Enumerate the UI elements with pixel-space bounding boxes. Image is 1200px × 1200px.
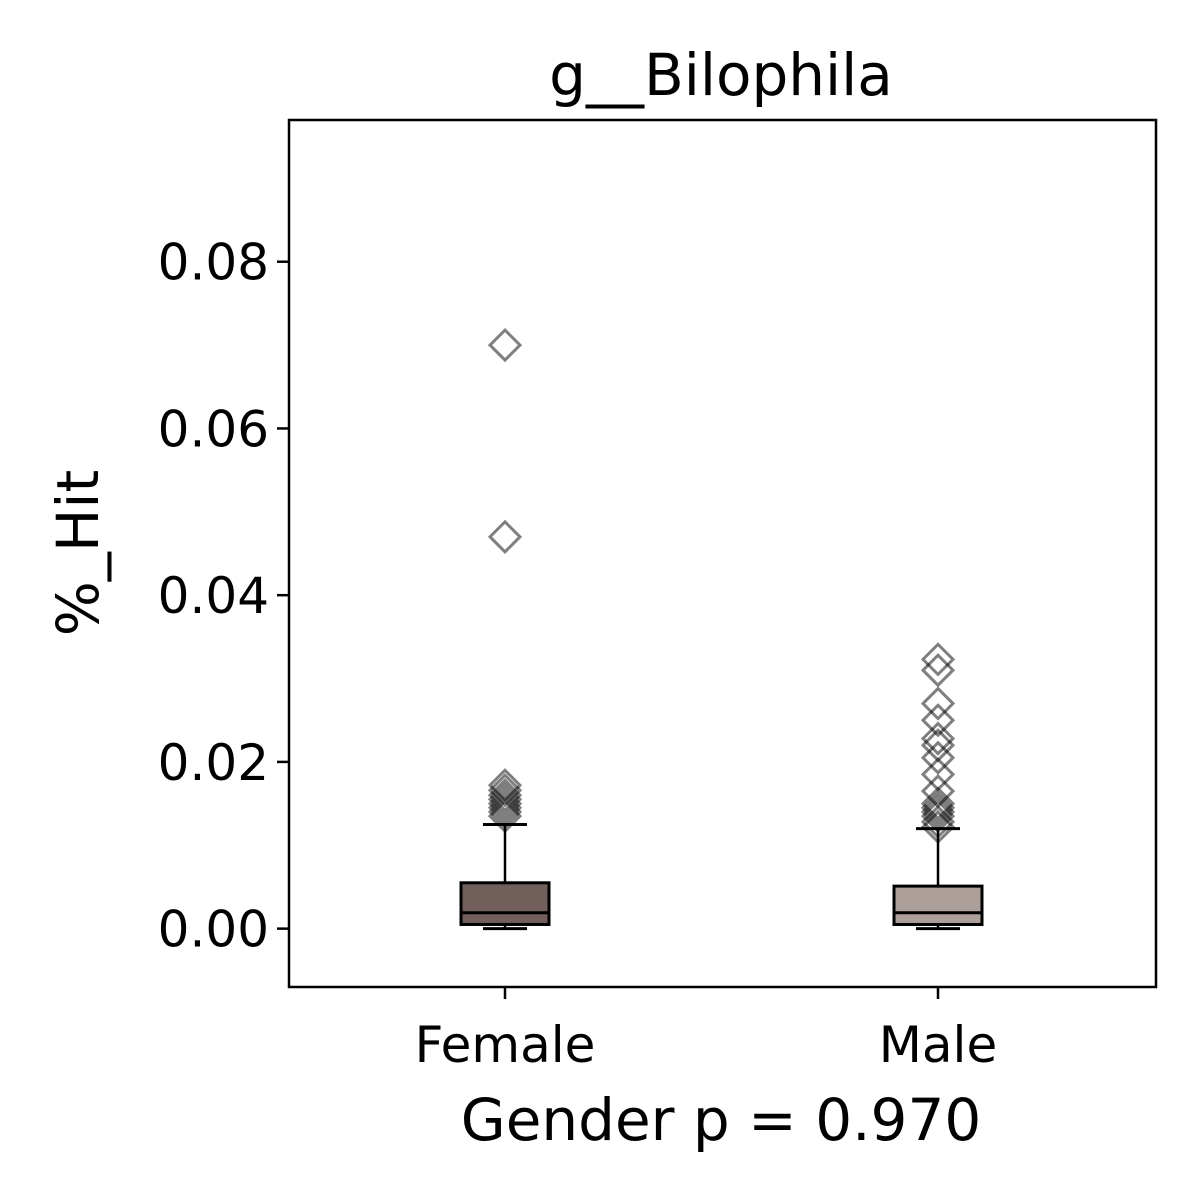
box-group-male (892, 642, 984, 931)
box-iqr (892, 884, 984, 926)
y-tick-label: 0.06 (158, 400, 269, 458)
outlier-marker (487, 519, 523, 554)
x-axis-label: Gender p = 0.970 (461, 1086, 982, 1154)
box-iqr (459, 881, 551, 926)
box-group-female (459, 327, 551, 931)
outlier-marker (920, 686, 956, 721)
y-tick-label: 0.08 (158, 234, 269, 292)
plot-area (459, 327, 984, 931)
chart-title: g__Bilophila (549, 41, 893, 109)
outlier-marker (920, 790, 956, 825)
x-tick-label: Female (415, 1016, 596, 1074)
outlier-marker (487, 786, 523, 821)
outlier-marker (920, 703, 956, 738)
outlier-marker (920, 721, 956, 756)
outlier-marker (920, 740, 956, 775)
y-tick-label: 0.00 (158, 901, 269, 959)
y-axis-label: %_Hit (44, 470, 112, 637)
y-tick-label: 0.04 (158, 567, 269, 625)
outlier-marker (487, 778, 523, 813)
axes: 0.00 0.02 0.04 0.06 0.08 Female Male (158, 234, 998, 1074)
y-tick-label: 0.02 (158, 734, 269, 792)
plot-frame (287, 118, 1158, 989)
outlier-marker (920, 653, 956, 688)
outlier-marker (920, 642, 956, 677)
outlier-marker (920, 794, 956, 830)
outlier-marker (487, 327, 523, 363)
outlier-marker (487, 773, 523, 808)
outlier-marker (920, 786, 956, 821)
outlier-marker (487, 790, 523, 825)
outlier-marker (487, 782, 523, 817)
x-tick-label: Male (879, 1016, 997, 1074)
